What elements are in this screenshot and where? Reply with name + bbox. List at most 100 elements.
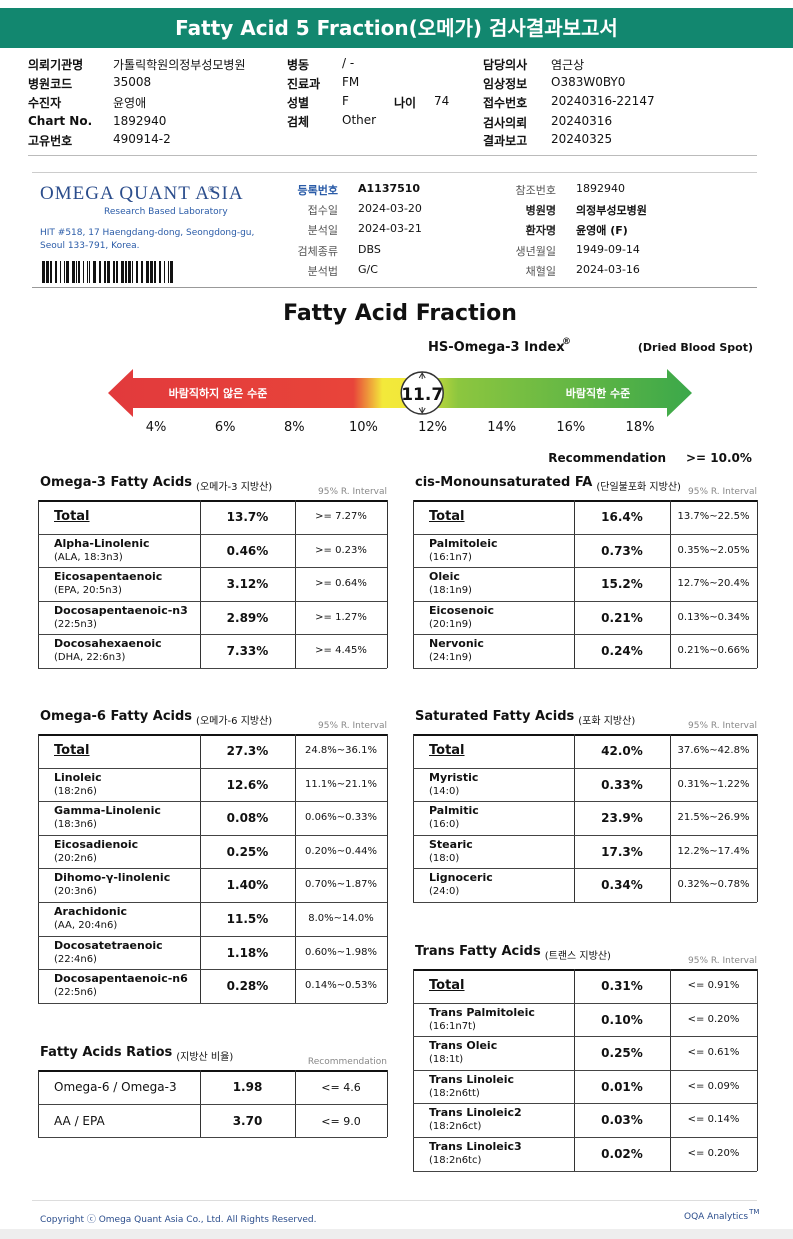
row-name: Alpha-Linolenic bbox=[54, 536, 150, 550]
row-name: Lignoceric bbox=[429, 871, 493, 885]
row-value: 1.98 bbox=[232, 1080, 263, 1094]
row-name: Total bbox=[54, 743, 90, 758]
row-sub: (20:2n6) bbox=[54, 852, 97, 864]
table-row-line bbox=[38, 634, 387, 636]
recommendation-label: Recommendation bbox=[548, 451, 666, 465]
section-subtitle: (포화 지방산) bbox=[578, 716, 636, 727]
row-name: Docosapentaenoic-n6 bbox=[54, 972, 188, 986]
row-name: Docosapentaenoic-n3 bbox=[54, 603, 188, 617]
section-title: Trans Fatty Acids bbox=[415, 944, 541, 959]
row-value: 27.3% bbox=[226, 744, 269, 758]
info-value: 20240325 bbox=[551, 132, 613, 146]
barcode-bar bbox=[121, 261, 124, 283]
table-row-line bbox=[413, 767, 757, 769]
row-value: 0.34% bbox=[601, 878, 643, 893]
row-sub: (18:1t) bbox=[429, 1054, 464, 1066]
info-label: 임상정보 bbox=[483, 77, 528, 91]
section-subtitle: (오메가-3 지방산) bbox=[196, 482, 273, 493]
row-value: 0.24% bbox=[601, 644, 643, 659]
row-value: 0.46% bbox=[226, 543, 269, 558]
row-value: 0.28% bbox=[226, 979, 269, 994]
row-range: 0.13%~0.34% bbox=[677, 611, 750, 623]
section-title: Saturated Fatty Acids bbox=[415, 709, 575, 724]
row-range: 8.0%~14.0% bbox=[308, 913, 374, 924]
row-name: Nervonic bbox=[429, 637, 484, 651]
row-range: <= 0.20% bbox=[687, 1148, 740, 1159]
row-range: <= 0.20% bbox=[687, 1013, 740, 1025]
barcode-bar bbox=[64, 261, 65, 283]
lab-top-line bbox=[32, 172, 757, 173]
lab-field-label: 참조번호 bbox=[515, 184, 556, 197]
barcode-bar bbox=[150, 261, 153, 283]
row-range: <= 0.91% bbox=[687, 980, 740, 991]
table-row-line bbox=[38, 1002, 387, 1004]
row-value: 3.70 bbox=[232, 1113, 263, 1128]
barcode-bar bbox=[154, 261, 156, 283]
row-sub: (14:0) bbox=[429, 785, 460, 797]
barcode bbox=[42, 261, 173, 283]
row-range: 12.2%~17.4% bbox=[677, 845, 750, 857]
info-value: Other bbox=[342, 113, 377, 127]
row-value: 16.4% bbox=[601, 510, 643, 524]
scale-label: 14% bbox=[487, 420, 517, 435]
scale-label: 8% bbox=[283, 420, 305, 435]
row-range: 0.35%~2.05% bbox=[677, 544, 750, 556]
table-column-line bbox=[670, 734, 671, 902]
index-name: HS-Omega-3 Index bbox=[428, 340, 565, 355]
info-value: F bbox=[342, 94, 349, 108]
row-name: Eicosadienoic bbox=[54, 837, 139, 851]
row-value: 0.73% bbox=[601, 543, 643, 558]
row-value: 0.10% bbox=[601, 1012, 643, 1027]
row-name: Total bbox=[429, 978, 465, 993]
info-label: 성별 bbox=[287, 96, 310, 110]
barcode-bar bbox=[170, 261, 173, 283]
table-row-line bbox=[413, 1170, 757, 1172]
table-row-line bbox=[38, 935, 387, 937]
scale-label: 16% bbox=[556, 420, 586, 435]
row-value: 15.2% bbox=[601, 577, 643, 592]
row-name: Stearic bbox=[429, 837, 473, 851]
table-column-line bbox=[757, 734, 758, 902]
index-name-mark: ® bbox=[562, 337, 571, 347]
row-value: 42.0% bbox=[601, 744, 643, 758]
barcode-bar bbox=[83, 261, 84, 283]
row-value: 3.12% bbox=[226, 577, 269, 592]
table-column-line bbox=[574, 734, 575, 902]
lab-tagline: Research Based Laboratory bbox=[104, 207, 228, 217]
lab-field-value: DBS bbox=[358, 243, 381, 256]
lab-field-value: 윤영애 (F) bbox=[576, 224, 628, 237]
row-range: >= 1.27% bbox=[315, 611, 367, 623]
section-note: 95% R. Interval bbox=[688, 487, 757, 497]
section-note: 95% R. Interval bbox=[688, 721, 757, 731]
lab-field-value: G/C bbox=[358, 263, 378, 276]
row-value: 0.02% bbox=[601, 1147, 643, 1161]
row-name: AA / EPA bbox=[54, 1113, 105, 1128]
info-divider bbox=[28, 155, 757, 156]
row-sub: (18:1n9) bbox=[429, 585, 472, 597]
lab-field-label: 분석일 bbox=[307, 224, 338, 237]
lab-address: Seoul 133-791, Korea. bbox=[40, 241, 140, 251]
row-name: Eicosapentaenoic bbox=[54, 570, 163, 584]
lab-field-label: 분석법 bbox=[307, 265, 338, 278]
info-label: 의뢰기관명 bbox=[28, 58, 84, 72]
row-name: Oleic bbox=[429, 570, 460, 584]
recommendation-value: >= 10.0% bbox=[686, 451, 752, 465]
info-label: 접수번호 bbox=[483, 96, 528, 110]
lab-field-label: 등록번호 bbox=[297, 184, 338, 197]
table-row-line bbox=[413, 600, 757, 602]
scale-label: 6% bbox=[214, 420, 236, 435]
row-sub: (22:5n3) bbox=[54, 618, 97, 630]
row-name: Gamma-Linolenic bbox=[54, 804, 161, 818]
table-top-border bbox=[38, 1070, 387, 1072]
table-row-line bbox=[413, 902, 757, 903]
row-value: 1.18% bbox=[226, 945, 269, 960]
high-label: 바람직한 수준 bbox=[566, 386, 631, 400]
row-value: 0.33% bbox=[601, 777, 643, 792]
table-column-line bbox=[413, 734, 414, 902]
row-range: >= 4.45% bbox=[315, 645, 367, 657]
barcode-bar bbox=[141, 261, 143, 283]
info-label: 검체 bbox=[287, 115, 310, 129]
table-row-line bbox=[38, 868, 387, 870]
table-row-line bbox=[413, 567, 757, 569]
